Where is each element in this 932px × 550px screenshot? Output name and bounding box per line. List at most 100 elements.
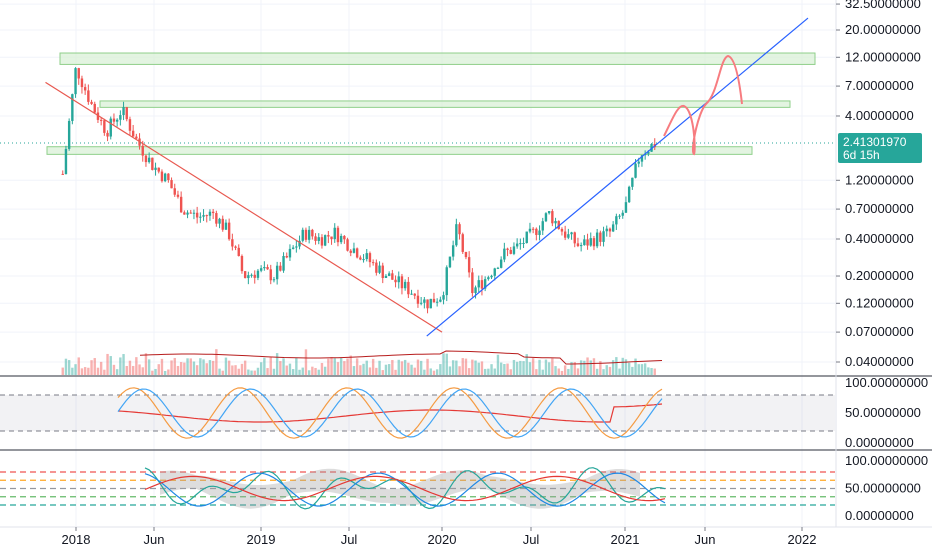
candle-body	[647, 151, 650, 154]
volume-bar	[327, 358, 330, 375]
volume-bar	[346, 358, 349, 375]
volume-bar	[179, 362, 183, 375]
volume-bar	[103, 369, 106, 375]
volume-bar	[522, 361, 525, 375]
time-axis[interactable]: 2018 Jun 2019 Jul 2020 Jul 2021 Jun 2022	[62, 527, 817, 547]
candle-body	[375, 262, 378, 273]
volume-bar	[589, 360, 592, 375]
volume-bar	[643, 363, 647, 375]
candle-body	[144, 155, 148, 163]
volume-bar	[570, 362, 573, 375]
candle-body	[637, 161, 640, 164]
candle-body	[304, 229, 308, 240]
price-zone	[59, 52, 816, 65]
candle-body	[474, 287, 477, 294]
candle-body	[435, 301, 439, 303]
candle-body	[186, 212, 189, 215]
volume-bar	[99, 361, 103, 375]
volume-bar	[122, 354, 125, 375]
volume-bar	[269, 357, 272, 375]
volume-bar	[67, 360, 71, 375]
volume-bar	[247, 369, 250, 375]
time-tick-label: Jun	[695, 532, 716, 547]
candle-body	[282, 255, 285, 271]
volume-bar	[90, 360, 93, 375]
candle-body	[627, 186, 631, 203]
candle-body	[608, 228, 612, 232]
volume-bar	[256, 367, 260, 375]
volume-bar	[320, 362, 324, 375]
candle-body	[336, 227, 340, 243]
candle-body	[189, 212, 192, 214]
volume-bar	[496, 354, 500, 375]
candle-body	[323, 235, 327, 246]
volume-bar	[282, 358, 285, 375]
volume-bar	[637, 364, 640, 375]
rsi-tick-label: 50.00000000	[845, 405, 921, 420]
candle-body	[192, 212, 196, 214]
volume-bar	[125, 365, 128, 375]
volume-bar	[618, 368, 621, 375]
candle-body	[426, 299, 429, 309]
candle-body	[343, 235, 346, 240]
volume-bar	[263, 357, 266, 375]
candle-body	[496, 267, 500, 269]
candle-body	[80, 78, 84, 88]
volume-bar	[627, 362, 631, 375]
candle-body	[519, 243, 522, 245]
candle-body	[576, 243, 580, 247]
candle-body	[445, 267, 448, 296]
candle-body	[227, 222, 231, 240]
price-tick-label: 0.07000000	[845, 324, 914, 339]
time-tick-label: 2022	[788, 532, 817, 547]
candle-body	[378, 265, 381, 273]
oscillator-panel	[0, 467, 835, 510]
candle-body	[515, 243, 519, 247]
candle-body	[451, 245, 455, 257]
candle-body	[250, 274, 253, 276]
volume-bar	[426, 358, 429, 375]
candle-body	[307, 229, 311, 240]
price-axis[interactable]: 32.50000000 20.00000000 12.00000000 7.00000…	[836, 0, 921, 369]
candle-body	[522, 242, 525, 244]
rsi-axis[interactable]: 100.00000000 50.00000000 0.00000000	[845, 375, 928, 450]
candle-body	[179, 196, 183, 213]
volume-bar	[547, 362, 551, 375]
candle-body	[61, 173, 64, 175]
volume-bar	[359, 365, 362, 375]
rsi-tick-label: 0.00000000	[845, 435, 914, 450]
trend-line	[426, 17, 809, 337]
volume-bar	[64, 358, 68, 375]
volume-bar	[291, 369, 295, 375]
candle-body	[122, 107, 125, 116]
price-tick-label: 0.70000000	[845, 201, 914, 216]
candle-body	[333, 227, 336, 240]
candle-body	[279, 265, 282, 271]
candle-body	[64, 148, 68, 175]
trend-lines	[0, 17, 836, 337]
volume-bar	[519, 360, 522, 375]
volume-bar	[557, 368, 560, 375]
volume-bar	[509, 369, 512, 375]
candle-body	[106, 132, 109, 137]
volume-bar	[573, 362, 576, 375]
candle-body	[480, 280, 484, 289]
candle-body	[509, 249, 512, 254]
oscillator-axis[interactable]: 100.00000000 50.00000000 0.00000000	[845, 453, 928, 523]
candle-body	[141, 145, 144, 156]
candle-body	[173, 188, 176, 195]
candle-body	[586, 239, 589, 246]
candle-body	[602, 231, 605, 242]
volume-bar	[387, 364, 391, 375]
volume-bar	[525, 354, 528, 375]
candle-body	[67, 120, 71, 149]
candle-body	[458, 224, 461, 235]
candlestick-series	[61, 67, 656, 314]
volume-bar	[538, 359, 541, 375]
price-tick-label: 0.04000000	[845, 354, 914, 369]
volume-bar	[96, 367, 100, 375]
candle-body	[157, 167, 160, 172]
candle-body	[349, 250, 352, 253]
volume-bar	[384, 364, 388, 375]
